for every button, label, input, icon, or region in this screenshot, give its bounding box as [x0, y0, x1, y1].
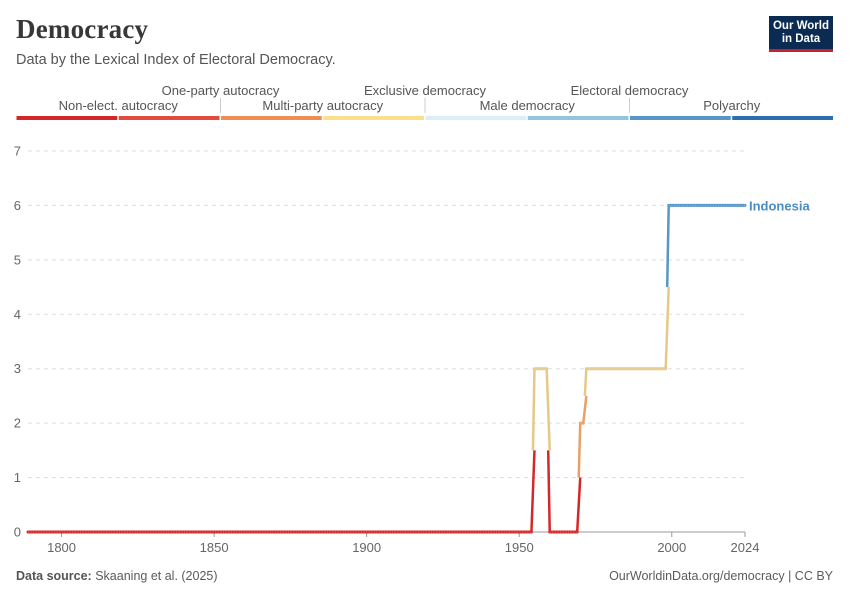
y-tick-label: 1: [14, 470, 21, 485]
x-tick-label: 1950: [505, 540, 534, 555]
legend-swatch[interactable]: [425, 116, 527, 120]
series-label[interactable]: Indonesia: [749, 198, 810, 213]
legend-swatch[interactable]: [118, 116, 220, 120]
chart-title: Democracy: [16, 14, 149, 44]
legend-label: One-party autocracy: [162, 83, 280, 98]
series-transition[interactable]: [575, 477, 582, 533]
source-url[interactable]: OurWorldinData.org/democracy | CC BY: [609, 569, 833, 583]
series-transition[interactable]: [583, 368, 588, 396]
series-transition[interactable]: [546, 450, 551, 533]
legend-label: Exclusive democracy: [364, 83, 487, 98]
x-tick-label: 1800: [47, 540, 76, 555]
x-tick-label: 2024: [731, 540, 760, 555]
legend-swatch[interactable]: [323, 116, 424, 120]
source-label: Data source:: [16, 569, 92, 583]
x-tick-label: 1850: [200, 540, 229, 555]
legend-label: Male democracy: [480, 98, 576, 113]
legend-label: Non-elect. autocracy: [59, 98, 179, 113]
series-transition[interactable]: [582, 395, 588, 424]
logo-line-1: Our World: [772, 20, 829, 32]
y-tick-label: 6: [14, 198, 21, 213]
owid-logo[interactable]: Our World in Data: [769, 16, 833, 52]
y-tick-label: 0: [14, 525, 21, 540]
series-transition[interactable]: [545, 368, 551, 451]
source-text[interactable]: Skaaning et al. (2025): [95, 569, 218, 583]
series-transition[interactable]: [531, 368, 536, 451]
y-tick-label: 3: [14, 361, 21, 376]
legend-swatch[interactable]: [732, 116, 833, 120]
y-tick-label: 2: [14, 416, 21, 431]
x-tick-label: 1900: [352, 540, 381, 555]
series-transition[interactable]: [665, 205, 670, 288]
legend-swatch[interactable]: [221, 116, 322, 120]
legend-label: Electoral democracy: [571, 83, 689, 98]
y-tick-label: 7: [14, 144, 21, 159]
legend-swatch[interactable]: [16, 116, 118, 120]
series-transition[interactable]: [530, 450, 536, 533]
y-tick-label: 4: [14, 307, 21, 322]
y-tick-label: 5: [14, 252, 21, 267]
x-tick-label: 2000: [657, 540, 686, 555]
data-source: Data source: Skaaning et al. (2025): [16, 569, 218, 583]
legend-swatch[interactable]: [527, 116, 629, 120]
chart-subtitle: Data by the Lexical Index of Electoral D…: [16, 52, 336, 68]
legend-swatch[interactable]: [630, 116, 731, 120]
series-transition[interactable]: [577, 423, 582, 478]
legend-label: Multi-party autocracy: [262, 98, 383, 113]
series-transition[interactable]: [664, 287, 670, 369]
logo-line-2: in Data: [781, 33, 821, 45]
legend-label: Polyarchy: [703, 98, 761, 113]
